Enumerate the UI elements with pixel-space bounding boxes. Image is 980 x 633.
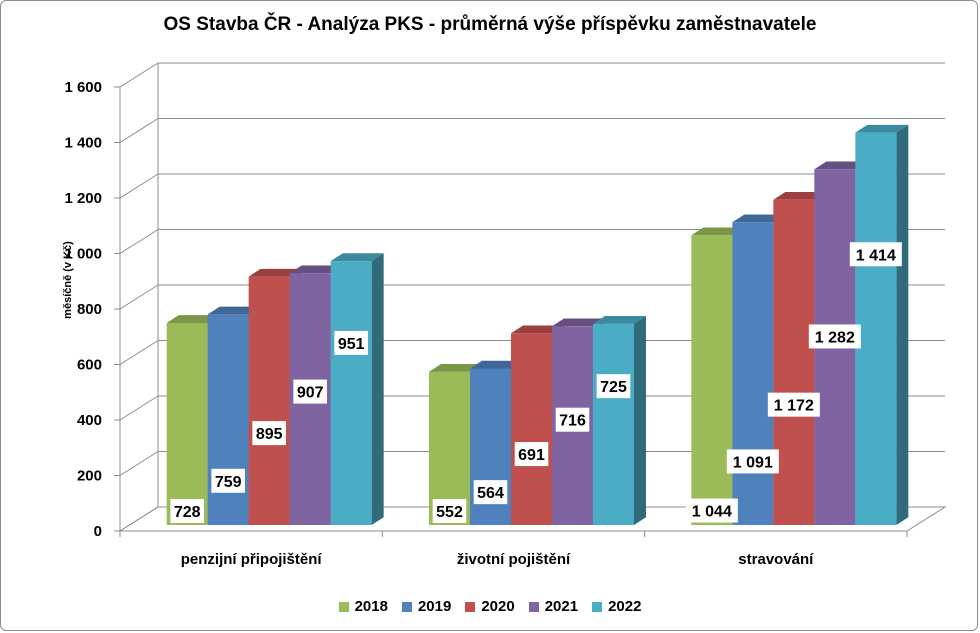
- data-label-box: [849, 242, 902, 267]
- bar-top-2018: [166, 315, 220, 323]
- y-tick-label: 800: [77, 301, 102, 318]
- data-label-box: [726, 449, 779, 474]
- legend-label: 2020: [481, 598, 515, 615]
- legend-item: 2019: [401, 598, 452, 615]
- data-label-box: [293, 379, 327, 404]
- legend-label: 2022: [608, 598, 642, 615]
- data-label-box: [555, 407, 590, 432]
- gridline-side: [119, 395, 159, 421]
- y-tick-label: 1 200: [64, 190, 102, 207]
- chart-legend: 2018 2019 2020 2021 2022: [0, 598, 980, 615]
- bar-side-2022: [634, 316, 646, 525]
- x-tick-label: životní pojištění: [457, 551, 571, 568]
- bar-top-2022: [855, 124, 909, 133]
- data-label: 1 044: [692, 504, 732, 521]
- bar-side-2022: [371, 253, 384, 526]
- bar-2022: [330, 261, 372, 525]
- legend-label: 2019: [417, 598, 452, 615]
- data-label-box: [252, 421, 286, 446]
- legend-label: 2018: [354, 598, 388, 615]
- y-tick-label: 400: [77, 412, 102, 429]
- legend-item: 2020: [465, 598, 515, 615]
- bar-side-2022: [896, 124, 909, 525]
- data-label-box: [514, 442, 549, 467]
- data-label-box: [596, 374, 631, 399]
- data-label: 716: [559, 413, 586, 430]
- legend-swatch: [465, 601, 476, 612]
- bar-top-2022: [593, 316, 646, 324]
- bar-2020: [248, 276, 290, 525]
- data-label-box: [808, 324, 861, 349]
- legend-swatch: [592, 601, 603, 612]
- data-label-box: [767, 392, 820, 417]
- legend-item: 2021: [528, 598, 579, 615]
- data-label-box: [685, 498, 738, 523]
- bar-2020: [773, 199, 815, 525]
- bar-top-2020: [248, 268, 302, 277]
- data-label: 564: [477, 485, 504, 502]
- bar-top-2021: [814, 161, 868, 170]
- data-label: 1 091: [733, 454, 773, 471]
- bar-top-2021: [289, 265, 343, 274]
- bar-2019: [207, 314, 249, 525]
- data-label-box: [334, 330, 368, 355]
- data-label-box: [432, 499, 467, 523]
- bar-top-2022: [330, 253, 384, 262]
- gridline-side: [119, 451, 159, 476]
- data-label: 725: [600, 379, 627, 396]
- bar-2020: [511, 333, 552, 525]
- legend-item: 2018: [338, 598, 388, 615]
- bar-top-2019: [207, 306, 261, 315]
- bar-top-2021: [552, 318, 605, 327]
- legend-swatch: [401, 601, 412, 612]
- y-tick-label: 1 000: [64, 246, 102, 263]
- y-tick-label: 600: [77, 357, 102, 374]
- data-label: 691: [518, 447, 545, 464]
- x-tick-label: stravování: [738, 551, 814, 568]
- data-label-box: [473, 480, 508, 505]
- data-label: 1 282: [815, 329, 855, 346]
- bar-2019: [732, 222, 774, 525]
- x-tick-label: penzijní připojištění: [181, 551, 323, 568]
- data-label-box: [211, 468, 245, 493]
- bar-top-2019: [470, 360, 523, 369]
- data-label: 907: [297, 385, 324, 402]
- legend-swatch: [528, 601, 539, 612]
- bar-2022: [593, 323, 634, 525]
- legend-item: 2022: [592, 598, 641, 615]
- bar-2022: [855, 132, 897, 526]
- gridline-side: [119, 173, 159, 199]
- data-label: 951: [338, 336, 365, 353]
- gridline-side: [119, 62, 159, 88]
- y-tick-label: 1 400: [64, 135, 102, 152]
- y-tick-label: 1 600: [64, 79, 102, 96]
- data-label: 552: [436, 504, 463, 521]
- gridline-side: [119, 340, 159, 365]
- legend-swatch: [338, 601, 349, 612]
- gridline-side: [119, 284, 159, 310]
- bar-top-2020: [773, 191, 827, 200]
- data-label: 1 414: [856, 247, 896, 264]
- bar-top-2019: [732, 214, 786, 223]
- data-label: 759: [215, 474, 242, 491]
- y-tick-label: 200: [77, 468, 102, 485]
- bar-top-2020: [511, 325, 564, 334]
- gridline-side: [119, 229, 159, 254]
- bar-top-2018: [429, 364, 482, 372]
- data-label: 1 172: [774, 398, 814, 415]
- data-label-box: [170, 499, 204, 523]
- bar-top-2018: [691, 227, 745, 236]
- y-tick-label: 0: [94, 523, 102, 540]
- legend-label: 2021: [544, 598, 579, 615]
- bar-2018: [691, 235, 733, 526]
- chart-title: OS Stavba ČR - Analýza PKS - průměrná vý…: [163, 14, 817, 35]
- y-axis-label: měsíčně (v Kč): [62, 241, 74, 319]
- data-label: 895: [256, 426, 283, 443]
- bar-2018: [166, 322, 208, 525]
- data-label: 728: [174, 504, 201, 521]
- gridline-side: [119, 118, 159, 143]
